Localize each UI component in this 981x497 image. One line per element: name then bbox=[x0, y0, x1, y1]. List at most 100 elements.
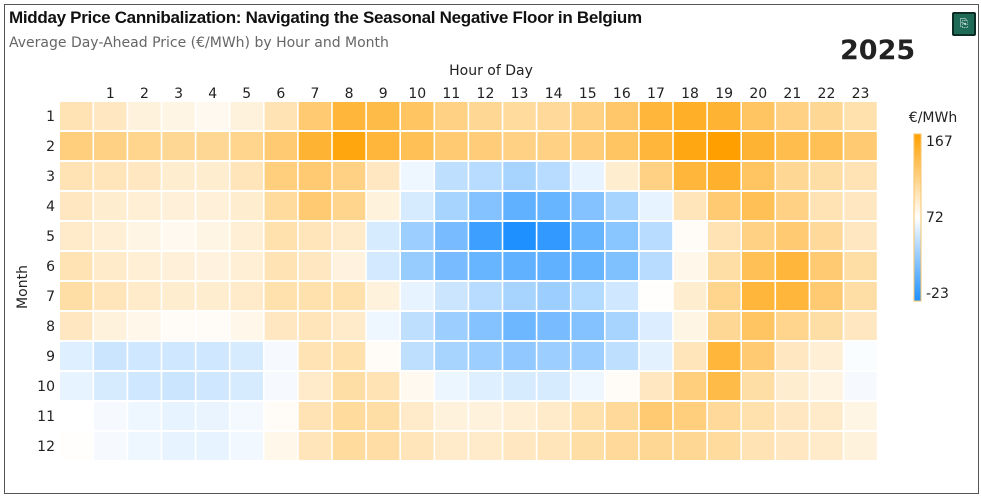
export-icon[interactable]: ⎘ bbox=[952, 12, 976, 36]
heatmap-cell bbox=[401, 312, 434, 340]
heatmap-cell bbox=[673, 162, 707, 190]
x-tick-label: 4 bbox=[208, 86, 217, 102]
heatmap-cell bbox=[264, 222, 298, 250]
heatmap-cell bbox=[707, 342, 741, 370]
heatmap-cell bbox=[571, 282, 604, 310]
heatmap: Hour of Day Month 1 2 3 4 5 6 7 8 9 10 11 12 13 14 15 1… bbox=[15, 63, 957, 460]
heatmap-cell bbox=[94, 192, 127, 220]
heatmap-cell bbox=[844, 102, 877, 130]
heatmap-cell bbox=[537, 252, 570, 280]
heatmap-cell bbox=[673, 402, 707, 430]
heatmap-cell bbox=[673, 252, 707, 280]
heatmap-cell bbox=[742, 282, 775, 310]
heatmap-cell bbox=[60, 372, 93, 400]
colorbar bbox=[913, 133, 922, 302]
heatmap-cell bbox=[401, 132, 434, 160]
heatmap-cell bbox=[435, 432, 468, 460]
heatmap-cell bbox=[128, 432, 161, 460]
heatmap-cell bbox=[742, 192, 775, 220]
heatmap-cell bbox=[230, 312, 263, 340]
heatmap-cell bbox=[810, 312, 843, 340]
heatmap-cell bbox=[162, 402, 195, 430]
heatmap-cell bbox=[639, 432, 673, 460]
heatmap-cell bbox=[605, 282, 639, 310]
heatmap-cell bbox=[673, 222, 707, 250]
heatmap-cell bbox=[332, 402, 366, 430]
heatmap-cell bbox=[844, 312, 877, 340]
heatmap-cell bbox=[264, 342, 298, 370]
heatmap-cell bbox=[707, 162, 741, 190]
colorbar-tick-max: 167 bbox=[926, 134, 953, 150]
heatmap-cell bbox=[707, 372, 741, 400]
y-tick-label: 2 bbox=[46, 139, 55, 155]
heatmap-cell bbox=[469, 132, 502, 160]
heatmap-cell bbox=[196, 102, 229, 130]
heatmap-cell bbox=[128, 132, 161, 160]
heatmap-cell bbox=[94, 372, 127, 400]
heatmap-cell bbox=[776, 312, 809, 340]
heatmap-cell bbox=[401, 432, 434, 460]
heatmap-cell bbox=[571, 222, 604, 250]
heatmap-cell bbox=[332, 132, 366, 160]
y-tick-label: 11 bbox=[37, 409, 55, 425]
x-tick-label: 19 bbox=[715, 86, 733, 102]
heatmap-cell bbox=[162, 222, 195, 250]
x-tick-label: 8 bbox=[345, 86, 354, 102]
heatmap-cell bbox=[366, 192, 400, 220]
heatmap-cell bbox=[639, 312, 673, 340]
x-tick-label: 15 bbox=[579, 86, 597, 102]
heatmap-cell bbox=[60, 342, 93, 370]
heatmap-cell bbox=[469, 402, 502, 430]
heatmap-cell bbox=[435, 132, 468, 160]
heatmap-cell bbox=[742, 342, 775, 370]
heatmap-cell bbox=[571, 372, 604, 400]
heatmap-cell bbox=[366, 162, 400, 190]
heatmap-cell bbox=[94, 252, 127, 280]
heatmap-cell bbox=[639, 402, 673, 430]
heatmap-cell bbox=[844, 432, 877, 460]
heatmap-cell bbox=[435, 222, 468, 250]
chart-subtitle: Average Day-Ahead Price (€/MWh) by Hour … bbox=[9, 35, 389, 51]
heatmap-cell bbox=[537, 402, 570, 430]
heatmap-cell bbox=[60, 282, 93, 310]
heatmap-cell bbox=[537, 132, 570, 160]
heatmap-cell bbox=[503, 432, 536, 460]
heatmap-cell bbox=[503, 342, 536, 370]
heatmap-cell bbox=[537, 222, 570, 250]
x-tick-label: 3 bbox=[174, 86, 183, 102]
heatmap-cell bbox=[742, 132, 775, 160]
heatmap-cell bbox=[776, 162, 809, 190]
heatmap-cell bbox=[776, 402, 809, 430]
y-tick-label: 8 bbox=[46, 319, 55, 335]
heatmap-cell bbox=[503, 282, 536, 310]
heatmap-cell bbox=[264, 282, 298, 310]
heatmap-cell bbox=[196, 312, 229, 340]
heatmap-cell bbox=[537, 192, 570, 220]
heatmap-cell bbox=[230, 192, 263, 220]
heatmap-cell bbox=[503, 252, 536, 280]
heatmap-cell bbox=[230, 222, 263, 250]
heatmap-cell bbox=[503, 162, 536, 190]
chart-frame: Midday Price Cannibalization: Navigating… bbox=[4, 4, 979, 494]
heatmap-cell bbox=[707, 192, 741, 220]
x-tick-label: 6 bbox=[276, 86, 285, 102]
heatmap-cell bbox=[571, 312, 604, 340]
heatmap-cell bbox=[707, 282, 741, 310]
heatmap-cell bbox=[332, 312, 366, 340]
heatmap-cell bbox=[639, 102, 673, 130]
heatmap-cell bbox=[60, 162, 93, 190]
heatmap-cell bbox=[128, 252, 161, 280]
heatmap-cell bbox=[60, 312, 93, 340]
colorbar-label: €/MWh bbox=[909, 110, 957, 126]
heatmap-cell bbox=[298, 162, 332, 190]
heatmap-cell bbox=[366, 432, 400, 460]
y-tick-label: 5 bbox=[46, 229, 55, 245]
heatmap-cell bbox=[537, 432, 570, 460]
heatmap-cell bbox=[810, 372, 843, 400]
heatmap-cell bbox=[605, 252, 639, 280]
heatmap-cell bbox=[435, 252, 468, 280]
heatmap-cell bbox=[196, 432, 229, 460]
heatmap-cell bbox=[503, 222, 536, 250]
heatmap-cell bbox=[401, 342, 434, 370]
heatmap-cell bbox=[639, 222, 673, 250]
